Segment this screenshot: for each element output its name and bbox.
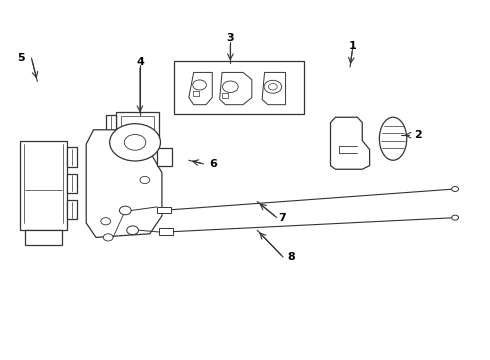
Text: 5: 5 <box>18 53 25 63</box>
Circle shape <box>140 176 150 184</box>
Bar <box>221 93 228 98</box>
Circle shape <box>103 234 113 241</box>
Polygon shape <box>189 72 212 105</box>
Circle shape <box>101 218 111 225</box>
Text: 4: 4 <box>136 57 144 67</box>
Polygon shape <box>331 117 369 169</box>
Polygon shape <box>220 72 252 105</box>
Circle shape <box>124 134 146 150</box>
Bar <box>67 174 77 193</box>
Polygon shape <box>86 130 162 237</box>
Ellipse shape <box>379 117 407 160</box>
Bar <box>193 91 198 96</box>
Bar <box>157 207 171 213</box>
Bar <box>106 116 117 135</box>
Text: 7: 7 <box>278 213 286 222</box>
Bar <box>122 116 154 134</box>
Text: 1: 1 <box>348 41 356 50</box>
Circle shape <box>452 186 459 192</box>
Text: 8: 8 <box>288 252 295 262</box>
Bar <box>67 147 77 167</box>
Bar <box>25 230 62 244</box>
Circle shape <box>222 81 238 93</box>
Text: 2: 2 <box>415 130 422 140</box>
Bar <box>174 60 304 114</box>
Circle shape <box>264 80 282 93</box>
Circle shape <box>452 215 459 220</box>
Circle shape <box>127 226 139 234</box>
Polygon shape <box>262 72 286 105</box>
Bar <box>67 200 77 220</box>
Circle shape <box>269 84 277 90</box>
Text: 3: 3 <box>226 33 234 43</box>
Text: 6: 6 <box>209 159 217 169</box>
Circle shape <box>193 80 206 90</box>
Circle shape <box>110 124 160 161</box>
Bar <box>116 112 159 139</box>
Bar <box>159 228 173 235</box>
Bar <box>20 140 67 230</box>
Bar <box>157 148 171 166</box>
Circle shape <box>120 206 131 215</box>
